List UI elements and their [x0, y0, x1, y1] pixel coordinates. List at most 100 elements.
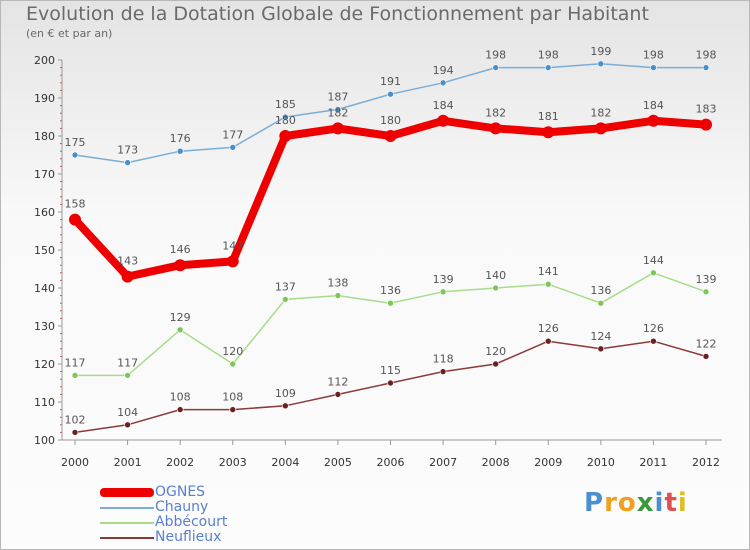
x-tick-label: 2011	[639, 456, 667, 469]
x-tick-label: 2005	[324, 456, 352, 469]
data-point-neuflieux	[229, 406, 237, 413]
data-label-chauny: 198	[538, 49, 559, 62]
data-point-abbecourt	[702, 288, 710, 296]
data-label-chauny: 175	[65, 136, 86, 149]
y-tick-label: 100	[34, 434, 55, 447]
data-label-abbecourt: 120	[222, 345, 243, 358]
data-label-chauny: 198	[696, 49, 717, 62]
x-tick-label: 2004	[271, 456, 299, 469]
data-point-abbecourt	[334, 292, 342, 299]
x-tick-label: 2008	[482, 456, 510, 469]
data-point-abbecourt	[544, 280, 552, 288]
y-tick-label: 180	[34, 130, 55, 143]
data-point-ognes	[174, 259, 187, 272]
data-point-neuflieux	[439, 368, 447, 375]
data-point-chauny	[597, 60, 605, 68]
data-point-abbecourt	[229, 360, 237, 368]
data-label-chauny: 194	[433, 64, 454, 77]
logo-letter: P	[584, 488, 605, 518]
data-point-abbecourt	[439, 288, 447, 296]
logo-letter: o	[617, 488, 637, 518]
data-label-ognes: 146	[170, 243, 191, 256]
data-point-ognes	[647, 114, 660, 127]
logo-letter: r	[604, 488, 618, 518]
data-point-neuflieux	[282, 402, 289, 410]
chart-subtitle: (en € et par an)	[26, 27, 113, 40]
data-point-ognes	[437, 114, 450, 127]
data-label-abbecourt: 139	[433, 273, 454, 286]
data-point-neuflieux	[176, 406, 184, 413]
legend-label-abbecourt: Abbécourt	[155, 514, 228, 530]
data-point-chauny	[176, 147, 184, 155]
y-tick-label: 130	[34, 320, 55, 333]
data-point-neuflieux	[124, 421, 131, 429]
data-label-chauny: 177	[222, 128, 243, 141]
data-point-chauny	[229, 144, 237, 151]
data-point-neuflieux	[492, 360, 499, 368]
data-label-ognes: 184	[643, 99, 664, 112]
data-label-neuflieux: 104	[117, 406, 138, 419]
data-label-abbecourt: 129	[170, 311, 191, 324]
data-label-chauny: 187	[327, 90, 348, 103]
data-label-ognes: 158	[65, 198, 86, 211]
data-point-chauny	[124, 159, 131, 166]
data-label-abbecourt: 139	[696, 273, 717, 286]
data-point-chauny	[71, 151, 79, 159]
data-label-chauny: 198	[485, 49, 506, 62]
data-point-neuflieux	[334, 391, 342, 398]
y-tick-label: 170	[34, 168, 55, 181]
data-point-abbecourt	[71, 372, 79, 379]
data-label-neuflieux: 109	[275, 387, 296, 400]
data-point-ognes	[279, 130, 292, 142]
data-point-ognes	[331, 122, 344, 135]
data-label-abbecourt: 138	[327, 277, 348, 290]
y-tick-label: 120	[34, 358, 55, 371]
data-point-abbecourt	[387, 299, 394, 307]
data-label-abbecourt: 137	[275, 280, 296, 293]
data-point-ognes	[700, 118, 712, 131]
data-point-chauny	[492, 64, 499, 71]
y-tick-label: 150	[34, 244, 55, 257]
data-point-abbecourt	[176, 326, 184, 334]
data-label-ognes: 182	[327, 106, 348, 119]
logo-letter: i	[654, 488, 665, 518]
data-point-chauny	[439, 79, 447, 87]
data-label-ognes: 143	[117, 255, 138, 268]
data-label-abbecourt: 117	[117, 356, 138, 369]
data-label-ognes: 180	[380, 114, 401, 127]
data-label-ognes: 181	[538, 110, 559, 123]
x-tick-label: 2010	[587, 456, 615, 469]
data-label-neuflieux: 122	[696, 337, 717, 350]
x-tick-label: 2007	[429, 456, 457, 469]
data-label-neuflieux: 108	[222, 391, 243, 404]
data-label-abbecourt: 140	[485, 269, 506, 282]
data-point-abbecourt	[492, 284, 499, 292]
data-point-abbecourt	[597, 299, 605, 307]
data-label-neuflieux: 118	[433, 353, 454, 366]
data-label-neuflieux: 115	[380, 364, 401, 377]
data-point-ognes	[542, 126, 555, 139]
x-tick-label: 2000	[61, 456, 89, 469]
legend-label-ognes: OGNES	[155, 484, 206, 500]
data-label-neuflieux: 112	[327, 375, 348, 388]
data-label-chauny: 185	[275, 98, 296, 111]
data-point-neuflieux	[597, 345, 605, 353]
legend-label-chauny: Chauny	[155, 499, 209, 515]
data-point-chauny	[702, 64, 710, 71]
data-label-abbecourt: 136	[590, 284, 611, 297]
y-tick-label: 190	[34, 92, 55, 105]
x-tick-label: 2003	[219, 456, 247, 469]
data-label-ognes: 183	[696, 103, 717, 116]
logo-letter: t	[664, 488, 678, 518]
data-point-ognes	[594, 122, 607, 135]
data-point-neuflieux	[387, 379, 394, 387]
y-tick-label: 140	[34, 282, 55, 295]
data-label-neuflieux: 126	[538, 322, 559, 335]
data-point-abbecourt	[282, 296, 289, 303]
data-point-neuflieux	[650, 337, 657, 345]
data-point-neuflieux	[71, 429, 79, 436]
data-point-ognes	[384, 130, 397, 142]
data-point-chauny	[334, 106, 342, 113]
x-tick-label: 2001	[114, 456, 142, 469]
